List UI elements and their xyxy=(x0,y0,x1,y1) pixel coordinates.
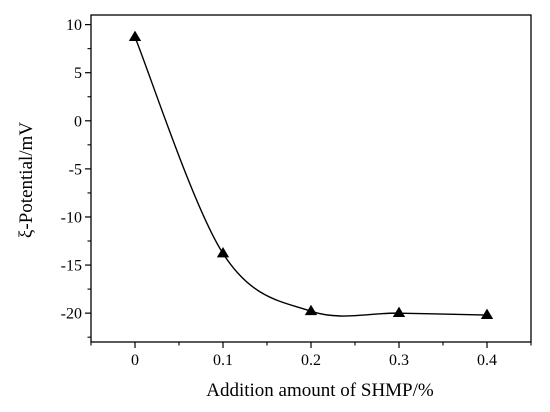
y-tick-label: 10 xyxy=(66,17,82,34)
plot-frame xyxy=(90,14,532,343)
y-tick-label: -10 xyxy=(61,209,82,226)
data-markers xyxy=(128,30,494,319)
data-point xyxy=(392,306,406,318)
data-point xyxy=(304,304,318,316)
y-tick-labels: 10 5 0 -5 -10 -15 -20 xyxy=(61,17,82,323)
x-tick-label: 0.3 xyxy=(389,352,409,369)
x-tick-label: 0.1 xyxy=(213,352,233,369)
x-tick-label: 0 xyxy=(131,352,139,369)
data-point xyxy=(216,247,230,258)
x-tick-label: 0.2 xyxy=(301,352,321,369)
y-axis-title: ξ-Potential/mV xyxy=(16,122,37,238)
y-tick-label: -20 xyxy=(61,306,82,323)
y-tick-label: -15 xyxy=(61,258,82,275)
data-point xyxy=(480,308,494,319)
x-tick-label: 0.4 xyxy=(477,352,497,369)
data-point xyxy=(128,30,142,42)
x-tick-labels: 0 0.1 0.2 0.3 0.4 xyxy=(131,352,497,369)
x-axis-title: Addition amount of SHMP/% xyxy=(206,380,434,401)
y-tick-label: -5 xyxy=(69,161,82,178)
series-line xyxy=(134,36,488,317)
tick-marks xyxy=(85,24,532,348)
y-tick-label: 0 xyxy=(74,113,82,130)
y-tick-label: 5 xyxy=(74,65,82,82)
